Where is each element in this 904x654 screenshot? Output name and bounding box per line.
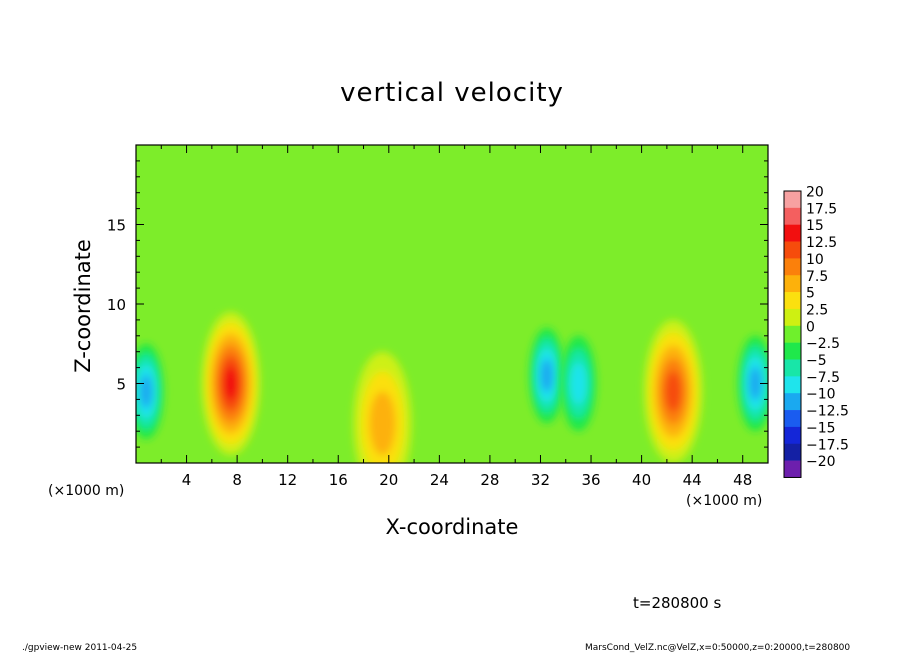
contour-level <box>749 366 762 401</box>
colorbar-swatch <box>784 342 801 360</box>
footer-right-text: MarsCond_VelZ.nc@VelZ,x=0:50000,z=0:2000… <box>585 643 851 653</box>
contour-level <box>369 391 396 456</box>
velocity-positive-blob <box>201 311 260 456</box>
colorbar-label: 17.5 <box>806 201 837 217</box>
colorbar-label: 0 <box>806 319 815 335</box>
chart-title: vertical velocity <box>340 78 564 108</box>
colorbar-swatch <box>784 241 801 259</box>
colorbar-label: 12.5 <box>806 235 837 251</box>
contour-level <box>664 371 682 412</box>
velocity-negative-blob <box>529 327 565 424</box>
colorbar-label: −17.5 <box>806 437 849 453</box>
colorbar-label: 20 <box>806 185 824 201</box>
x-tick-label: 36 <box>581 471 600 489</box>
x-tick-label: 48 <box>733 471 752 489</box>
colorbar-label: −10 <box>806 387 836 403</box>
contour-level <box>570 362 587 405</box>
x-axis-label: X-coordinate <box>385 515 519 539</box>
velocity-positive-blob <box>353 351 412 463</box>
colorbar-swatch <box>784 325 801 343</box>
footer-left-text: ./gpview-new 2011-04-25 <box>22 643 138 653</box>
x-tick-label: 40 <box>632 471 651 489</box>
colorbar-label: −20 <box>806 454 836 470</box>
colorbar-swatch <box>784 443 801 461</box>
colorbar-swatch <box>784 275 801 293</box>
time-label: t=280800 s <box>633 594 722 612</box>
colorbar-swatch <box>784 191 801 209</box>
colorbar-swatch <box>784 426 801 445</box>
colorbar-swatch <box>784 410 801 428</box>
y-tick-label: 10 <box>107 296 126 314</box>
contour-level <box>139 374 153 409</box>
x-tick-label: 44 <box>683 471 702 489</box>
colorbar-swatch <box>784 460 801 478</box>
x-unit-label-left: (×1000 m) <box>48 483 125 499</box>
colorbar-label: 5 <box>806 286 815 302</box>
y-axis-label: Z-coordinate <box>71 239 95 373</box>
colorbar-swatch <box>784 207 801 225</box>
x-tick-label: 4 <box>182 471 192 489</box>
colorbar-swatch <box>784 224 801 242</box>
velocity-field <box>136 145 768 463</box>
colorbar-swatch <box>784 292 801 310</box>
colorbar-label: −15 <box>806 420 836 436</box>
x-tick-label: 20 <box>379 471 398 489</box>
x-tick-label: 12 <box>278 471 297 489</box>
velocity-negative-blob <box>737 335 768 432</box>
colorbar-swatch <box>784 258 801 276</box>
y-tick-label: 15 <box>107 217 126 235</box>
colorbar: 2017.51512.5107.552.50−2.5−5−7.5−10−12.5… <box>783 185 849 478</box>
colorbar-swatch <box>784 376 801 394</box>
x-unit-label-right: (×1000 m) <box>686 493 763 509</box>
colorbar-label: −12.5 <box>806 404 849 420</box>
velocity-negative-blob <box>560 335 597 432</box>
colorbar-label: 15 <box>806 218 824 234</box>
x-tick-label: 24 <box>430 471 449 489</box>
x-tick-label: 8 <box>232 471 242 489</box>
contour-level <box>223 366 238 401</box>
colorbar-label: −7.5 <box>806 370 840 386</box>
colorbar-label: −5 <box>806 353 827 369</box>
velocity-negative-blob <box>136 343 164 440</box>
colorbar-label: 10 <box>806 252 824 268</box>
colorbar-frame <box>783 190 802 478</box>
colorbar-swatch <box>784 393 801 411</box>
colorbar-label: 2.5 <box>806 302 828 318</box>
y-tick-label: 5 <box>116 376 126 394</box>
colorbar-swatch <box>784 359 801 377</box>
colorbar-label: 7.5 <box>806 269 828 285</box>
contour-level <box>540 358 553 393</box>
x-tick-label: 32 <box>531 471 550 489</box>
colorbar-label: −2.5 <box>806 336 840 352</box>
x-tick-label: 16 <box>329 471 348 489</box>
velocity-positive-blob <box>644 319 703 463</box>
x-tick-label: 28 <box>480 471 499 489</box>
colorbar-swatch <box>784 308 801 327</box>
